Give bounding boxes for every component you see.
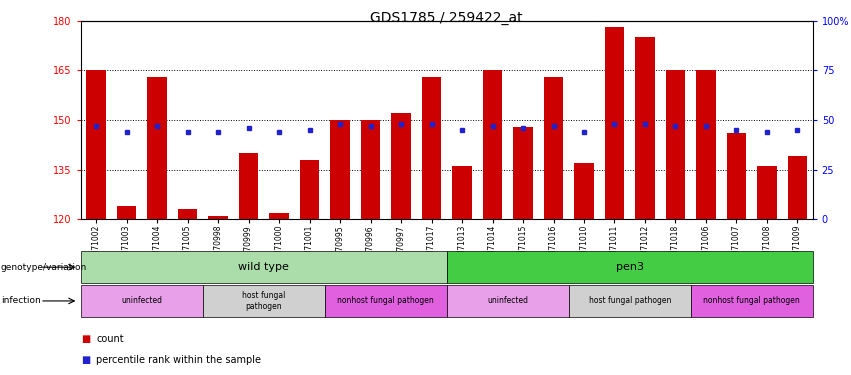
Text: pen3: pen3 [616, 262, 643, 272]
Bar [696, 70, 716, 219]
Text: percentile rank within the sample: percentile rank within the sample [96, 355, 261, 365]
Text: GDS1785 / 259422_at: GDS1785 / 259422_at [370, 11, 523, 25]
Text: nonhost fungal pathogen: nonhost fungal pathogen [337, 296, 434, 305]
Bar [574, 163, 594, 219]
Text: wild type: wild type [238, 262, 289, 272]
Text: host fungal
pathogen: host fungal pathogen [243, 291, 285, 310]
Bar [391, 113, 411, 219]
Text: ■: ■ [81, 355, 90, 365]
Bar [635, 37, 655, 219]
Bar [421, 77, 442, 219]
Bar [483, 70, 502, 219]
Bar [86, 70, 106, 219]
Bar [361, 120, 380, 219]
Text: uninfected: uninfected [122, 296, 163, 305]
Bar [513, 127, 533, 219]
Text: infection: infection [1, 296, 41, 305]
Bar [727, 133, 746, 219]
Bar [452, 166, 472, 219]
Text: count: count [96, 334, 123, 344]
Bar [544, 77, 563, 219]
Bar [178, 209, 197, 219]
Bar [757, 166, 777, 219]
Bar [208, 216, 228, 219]
Bar [117, 206, 136, 219]
Text: genotype/variation: genotype/variation [1, 263, 87, 272]
Bar [787, 156, 808, 219]
Text: uninfected: uninfected [488, 296, 528, 305]
Bar [665, 70, 685, 219]
Text: ■: ■ [81, 334, 90, 344]
Bar [238, 153, 259, 219]
Text: host fungal pathogen: host fungal pathogen [589, 296, 671, 305]
Bar [330, 120, 350, 219]
Bar [147, 77, 167, 219]
Bar [300, 160, 319, 219]
Bar [604, 27, 625, 219]
Text: nonhost fungal pathogen: nonhost fungal pathogen [703, 296, 800, 305]
Bar [269, 213, 289, 219]
